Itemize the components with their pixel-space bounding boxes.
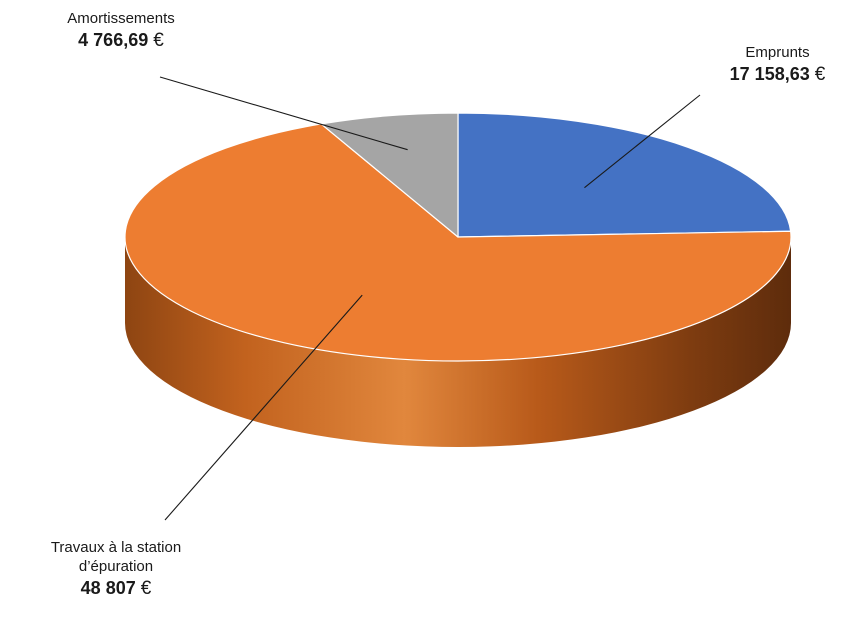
pie-slice-amortissements: [320, 112, 459, 238]
slice-label-amortissements: Amortissements 4 766,69 €: [26, 10, 216, 53]
slice-label-name-line-1: Travaux à la station: [50, 539, 182, 556]
slice-label-value: 4 766,69 €: [78, 29, 164, 51]
leader-line-amortissements: [159, 76, 408, 151]
slice-label-travaux: Travaux à la station d’épuration 48 807 …: [6, 539, 226, 600]
pie-side-wall: [125, 237, 791, 447]
pie-slices: [124, 112, 792, 362]
pie-slice-emprunts: [457, 112, 792, 238]
pie-slice-travaux: [124, 123, 792, 362]
leader-lines: [159, 76, 701, 521]
slice-label-value: 48 807 €: [80, 577, 152, 599]
pie-side-face: [125, 237, 791, 447]
leader-line-emprunts: [584, 94, 701, 189]
slice-label-name: Emprunts: [745, 44, 810, 61]
slice-label-name: Amortissements: [67, 10, 175, 27]
leader-line-travaux: [164, 294, 363, 521]
slice-label-name-line-2: d’épuration: [78, 557, 154, 575]
slice-label-emprunts: Emprunts 17 158,63 €: [690, 44, 861, 87]
slice-label-value: 17 158,63 €: [729, 63, 826, 85]
